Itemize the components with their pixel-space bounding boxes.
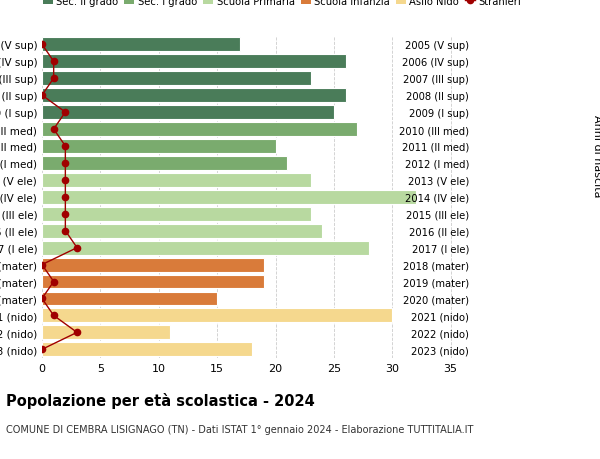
Bar xyxy=(42,207,311,221)
Bar xyxy=(42,38,241,52)
Bar xyxy=(42,326,170,340)
Text: COMUNE DI CEMBRA LISIGNAGO (TN) - Dati ISTAT 1° gennaio 2024 - Elaborazione TUTT: COMUNE DI CEMBRA LISIGNAGO (TN) - Dati I… xyxy=(6,425,473,435)
Bar xyxy=(42,106,334,120)
Bar xyxy=(42,190,416,204)
Bar xyxy=(42,89,346,103)
Bar xyxy=(42,258,264,272)
Bar xyxy=(42,241,369,255)
Legend: Sec. II grado, Sec. I grado, Scuola Primaria, Scuola Infanzia, Asilo Nido, Stran: Sec. II grado, Sec. I grado, Scuola Prim… xyxy=(43,0,521,7)
Bar xyxy=(42,72,311,86)
Text: Popolazione per età scolastica - 2024: Popolazione per età scolastica - 2024 xyxy=(6,392,315,409)
Bar xyxy=(42,292,217,306)
Bar xyxy=(42,157,287,170)
Bar xyxy=(42,123,357,137)
Bar xyxy=(42,309,392,323)
Bar xyxy=(42,140,275,154)
Bar xyxy=(42,224,322,238)
Bar xyxy=(42,342,252,357)
Bar xyxy=(42,174,311,187)
Text: Anni di nascita: Anni di nascita xyxy=(592,115,600,197)
Bar xyxy=(42,55,346,69)
Bar xyxy=(42,275,264,289)
